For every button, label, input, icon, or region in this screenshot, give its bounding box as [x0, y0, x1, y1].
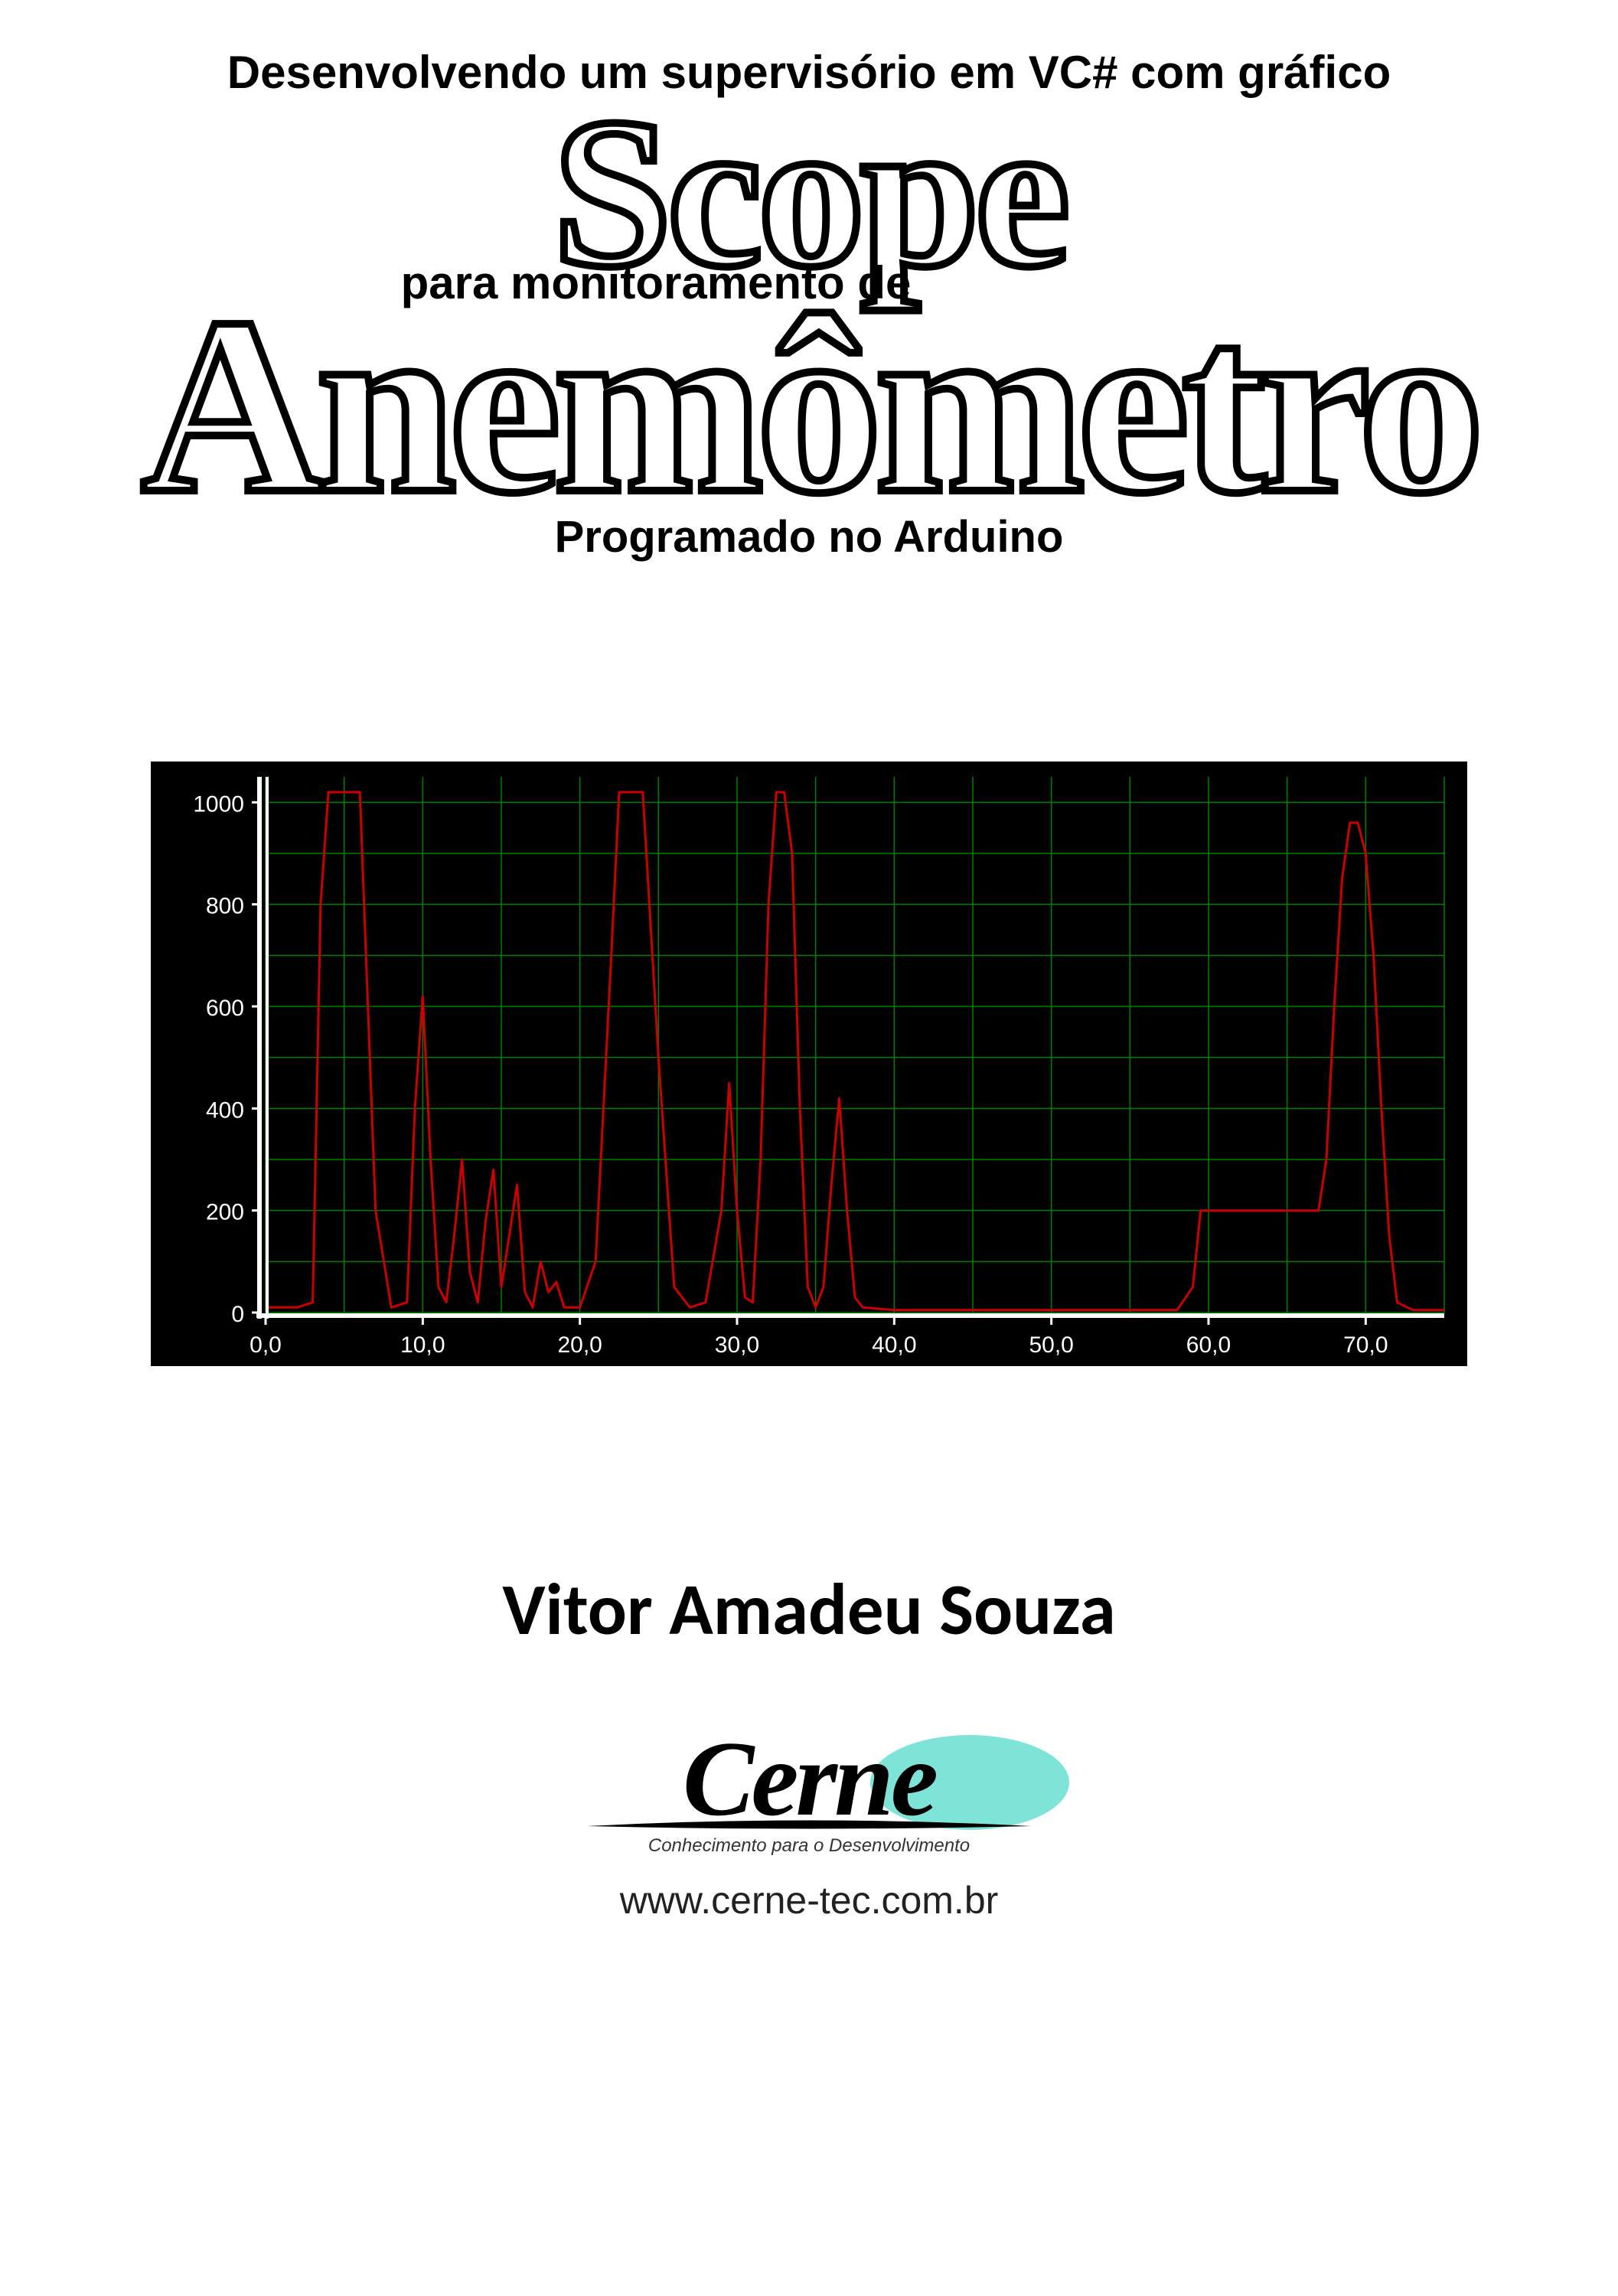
svg-text:40,0: 40,0	[872, 1332, 916, 1358]
cerne-logo-svg: CerneConhecimento para o Desenvolvimento	[541, 1715, 1077, 1868]
svg-text:10,0: 10,0	[400, 1332, 445, 1358]
author-name: Vitor Amadeu Souza	[0, 1565, 1618, 1654]
svg-text:70,0: 70,0	[1343, 1332, 1388, 1358]
scope-chart: 0 200 400 600 800 1000 0,0 10,0 20,0 30,0 40,0 50,0…	[151, 762, 1467, 1366]
svg-text:60,0: 60,0	[1186, 1332, 1231, 1358]
scope-chart-svg: 0 200 400 600 800 1000 0,0 10,0 20,0 30,0 40,0 50,0…	[151, 762, 1467, 1366]
svg-text:1000: 1000	[193, 791, 244, 817]
title-line-2: para monitoramento de	[0, 256, 1465, 309]
svg-text:50,0: 50,0	[1029, 1332, 1073, 1358]
svg-text:Conhecimento para o Desenvolvi: Conhecimento para o Desenvolvimento	[648, 1835, 970, 1856]
book-cover-page: Desenvolvendo um supervisório em VC# com…	[0, 0, 1618, 2296]
svg-text:200: 200	[206, 1199, 244, 1225]
title-block: Desenvolvendo um supervisório em VC# com…	[0, 46, 1618, 563]
svg-text:0,0: 0,0	[250, 1332, 282, 1358]
publisher-logo: CerneConhecimento para o Desenvolvimento	[0, 1715, 1618, 1872]
svg-text:400: 400	[206, 1097, 244, 1123]
svg-text:600: 600	[206, 996, 244, 1021]
svg-text:800: 800	[206, 893, 244, 918]
title-word-anemometro: Anemômetro	[142, 286, 1477, 527]
svg-text:30,0: 30,0	[715, 1332, 759, 1358]
svg-text:0: 0	[231, 1302, 244, 1327]
svg-text:20,0: 20,0	[557, 1332, 602, 1358]
publisher-url: www.cerne-tec.com.br	[0, 1878, 1618, 1923]
